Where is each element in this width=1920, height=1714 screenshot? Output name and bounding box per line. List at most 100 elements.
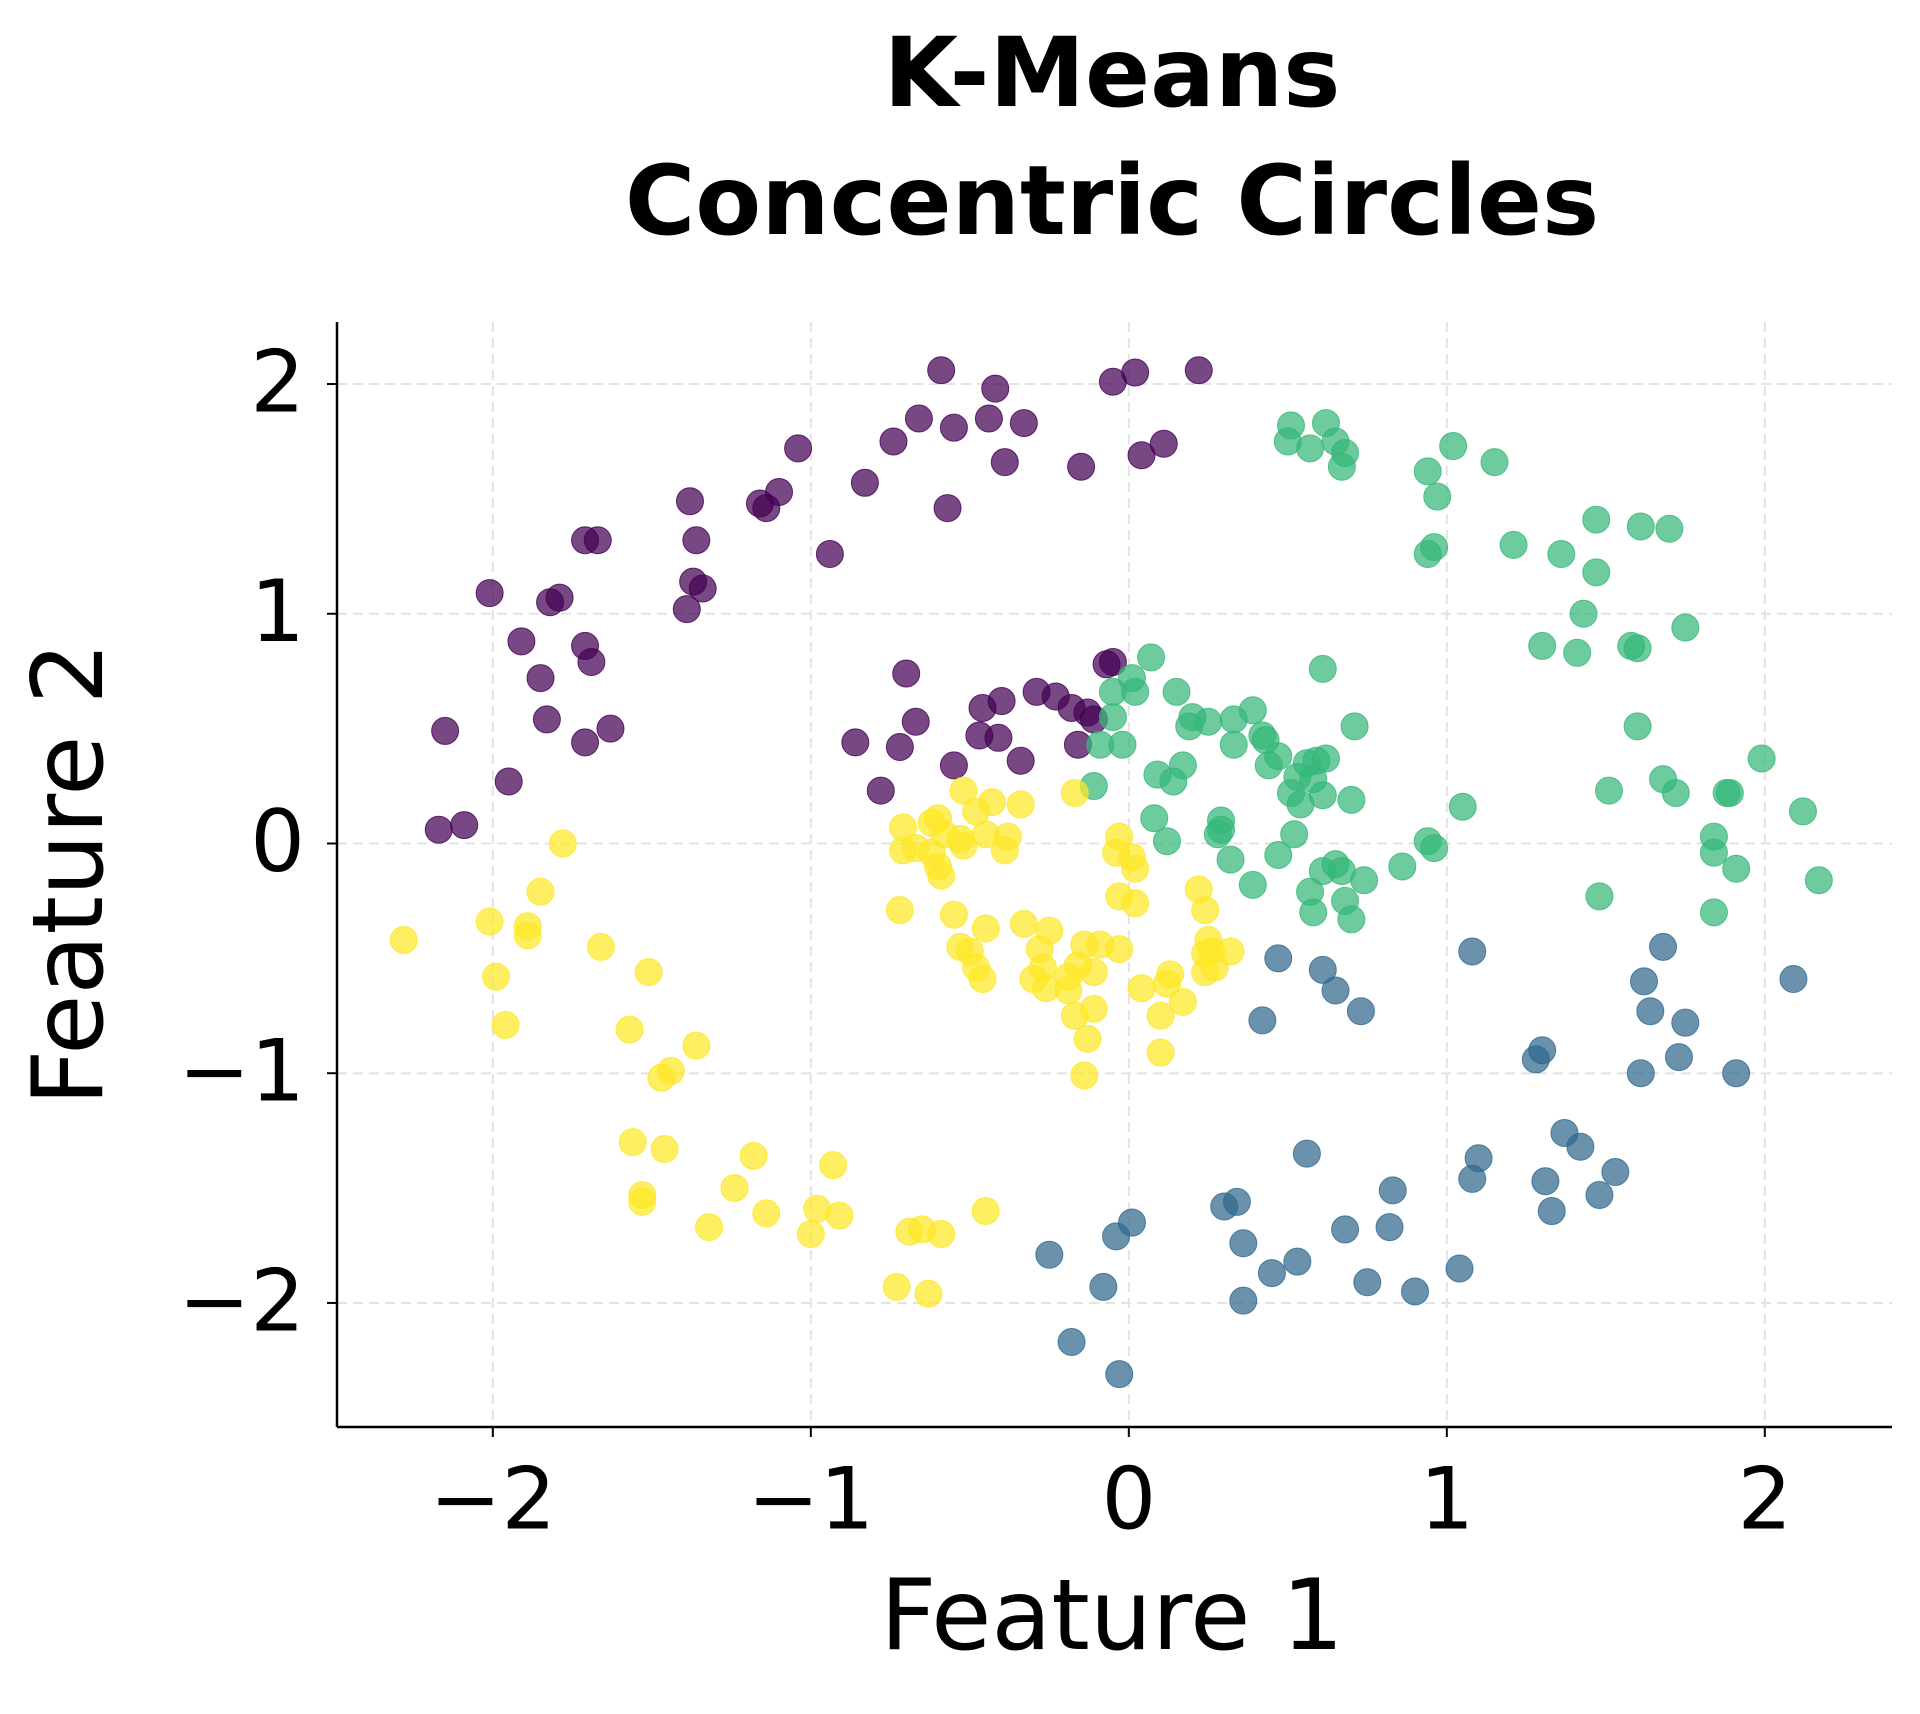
point [1413,457,1442,486]
point [933,494,962,523]
point [1623,712,1652,741]
series [1079,409,1833,934]
point [634,958,663,987]
point [939,413,968,442]
point [1747,744,1776,773]
point [866,776,895,805]
point [1098,703,1127,732]
point [1788,797,1817,826]
point [971,1197,1000,1226]
point [1445,1254,1474,1283]
point [1079,994,1108,1023]
point [583,526,612,555]
series [389,776,1245,1308]
point [1420,834,1449,863]
point [1601,1158,1630,1186]
point [1009,909,1038,938]
point [672,595,701,624]
point [424,815,453,844]
point [1582,558,1611,587]
point [882,1272,911,1301]
point [475,579,504,608]
point [1086,730,1115,759]
point [1537,1197,1566,1226]
point [526,664,555,693]
point [1308,654,1337,683]
point [1308,955,1337,984]
point [507,627,536,656]
y-tick-label: 1 [250,562,305,662]
point [1105,1360,1134,1389]
y-tick-label: −2 [178,1251,305,1351]
point [1699,838,1728,867]
point [1715,778,1744,807]
chart-title: K-Means Concentric Circles [625,17,1599,257]
point [968,965,997,994]
point [1264,944,1293,973]
point [987,687,1016,716]
point [1146,1001,1175,1030]
point [1308,781,1337,810]
point [1480,448,1509,477]
point [1671,1008,1700,1037]
point [885,733,914,761]
point [990,448,1019,477]
point [675,487,704,516]
point [1582,505,1611,534]
point [1149,429,1178,458]
point [1137,643,1166,672]
point [1035,1240,1064,1269]
point [1229,1229,1258,1258]
point [1448,792,1477,821]
point [1102,1222,1131,1251]
point [682,1031,711,1060]
point [939,751,968,780]
point [1423,482,1452,511]
point [1353,1268,1382,1297]
point [1127,441,1156,470]
point [526,877,555,906]
point [1067,452,1096,481]
point [904,404,933,433]
point [1257,1259,1286,1288]
point [1152,969,1181,998]
point [577,648,606,676]
point [981,374,1010,403]
x-tick-label: −2 [429,1449,556,1549]
point [695,1213,724,1242]
point [1089,1272,1118,1301]
point [682,526,711,555]
point [1337,785,1366,814]
point [1121,889,1150,918]
point [1219,730,1248,759]
point [927,1220,956,1249]
point [990,836,1019,865]
point [825,1201,854,1230]
point [1375,1213,1404,1242]
point [914,1279,943,1308]
point [1143,760,1172,789]
point [1098,648,1127,676]
point [1664,1043,1693,1072]
point [1388,852,1417,881]
point [1458,1164,1487,1193]
point [596,714,625,743]
point [650,1135,679,1164]
point [545,583,574,612]
point [841,728,870,757]
point [1458,937,1487,966]
point [1626,1059,1655,1088]
y-axis-label: Feature 2 [12,642,126,1106]
point [647,1063,676,1092]
point [1073,1024,1102,1053]
point [927,861,956,890]
point [1191,958,1220,987]
point [1251,726,1280,755]
point [1296,877,1325,906]
point [1531,1167,1560,1196]
point [752,494,781,523]
point [1340,712,1369,741]
point [739,1141,768,1170]
point [1623,634,1652,663]
